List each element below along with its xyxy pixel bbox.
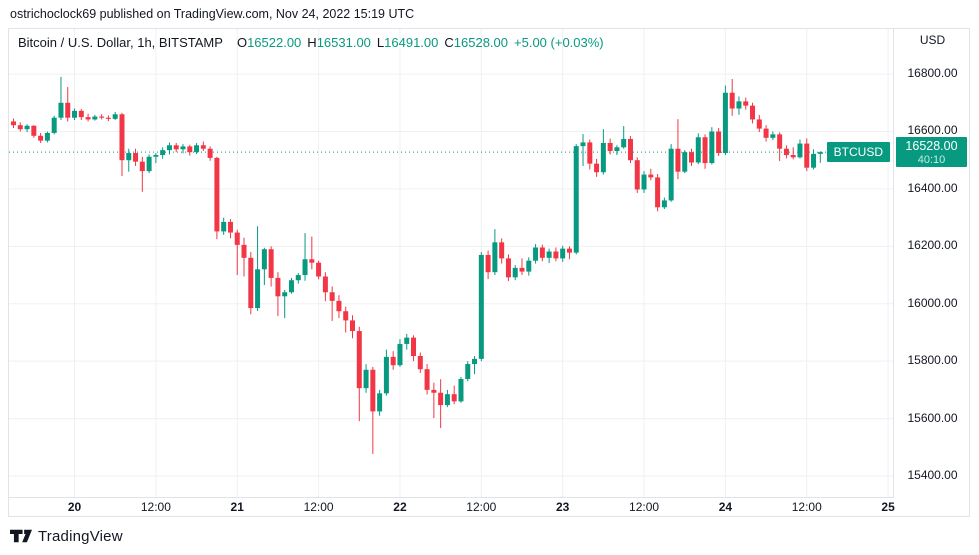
time-axis-label: 23 [555, 500, 570, 514]
time-axis-label: 22 [393, 500, 407, 514]
current-price-value: 16528.00 [905, 139, 958, 154]
time-axis-label: 12:00 [466, 500, 497, 514]
price-axis-label: 15600.00 [907, 410, 958, 425]
change-value: +5.00 (+0.03%) [514, 35, 604, 50]
time-axis[interactable]: 20 12:00 21 12:00 22 12:00 23 12:00 24 12:00 25 [9, 498, 895, 516]
close-label: C [444, 35, 454, 50]
time-axis-label: 12:00 [303, 500, 334, 514]
symbol-price-label: BTCUSD [826, 142, 890, 163]
tradingview-logo-icon[interactable] [10, 528, 32, 544]
time-axis-label: 12:00 [629, 500, 660, 514]
high-value: 16531.00 [316, 35, 371, 50]
time-axis-label: 12:00 [140, 500, 171, 514]
price-axis-label: 16200.00 [907, 238, 958, 253]
price-axis-label: 16000.00 [907, 295, 958, 310]
price-axis-label: 15800.00 [907, 353, 958, 368]
price-axis-label: 16800.00 [907, 66, 958, 81]
high-label: H [307, 35, 317, 50]
low-label: L [376, 35, 385, 50]
currency-label: USD [919, 33, 946, 47]
time-axis-label: 24 [718, 500, 733, 514]
price-axis-label: 16600.00 [907, 123, 958, 138]
low-value: 16491.00 [384, 35, 439, 50]
candlestick-chart[interactable] [9, 29, 893, 497]
time-axis-label: 25 [881, 500, 895, 514]
price-axis-label: 15400.00 [907, 468, 958, 482]
time-axis-label: 20 [67, 500, 82, 514]
chart-legend: Bitcoin / U.S. Dollar, 1h, BITSTAMP O1652… [18, 35, 604, 50]
price-axis[interactable]: USD 16528.00 40:10 16800.00 16600.00 16400… [894, 29, 971, 518]
close-value: 16528.00 [453, 35, 509, 50]
symbol-title[interactable]: Bitcoin / U.S. Dollar, 1h, BITSTAMP [18, 35, 223, 50]
current-price-tag: 16528.00 40:10 [896, 137, 967, 168]
price-axis-label: 16400.00 [907, 180, 958, 195]
footer: TradingView [10, 517, 310, 555]
attribution-text: ostrichoclock69 published on TradingView… [10, 7, 415, 21]
chart-widget: Bitcoin / U.S. Dollar, 1h, BITSTAMP O1652… [8, 28, 970, 517]
open-label: O [236, 35, 248, 50]
tradingview-logo-text[interactable]: TradingView [38, 527, 123, 545]
candle-countdown: 40:10 [917, 154, 946, 167]
time-axis-label: 21 [230, 500, 244, 514]
open-value: 16522.00 [247, 35, 302, 50]
chart-pane[interactable]: Bitcoin / U.S. Dollar, 1h, BITSTAMP O1652… [9, 29, 894, 498]
time-axis-label: 12:00 [791, 500, 822, 514]
